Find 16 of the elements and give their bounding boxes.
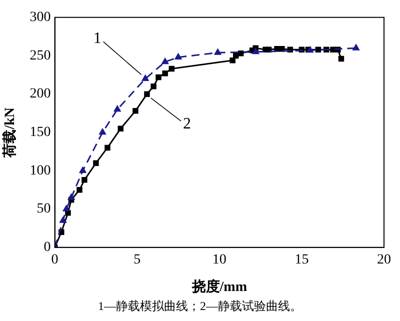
x-tick-label: 15: [294, 252, 309, 268]
x-tick-label: 10: [212, 252, 226, 268]
y-tick-label: 50: [36, 202, 51, 217]
x-tick-label: 20: [377, 252, 391, 268]
y-tick-label: 200: [30, 86, 51, 102]
x-tick-label: 5: [134, 252, 141, 268]
text: 1—静载模拟曲线；2—静载试验曲线。: [97, 298, 303, 315]
text: 2: [182, 115, 191, 132]
y-tick-label: 250: [30, 48, 51, 64]
y-tick-label: 300: [30, 10, 51, 26]
y-tick-label: 0: [44, 240, 51, 256]
text: 1: [93, 30, 102, 47]
y-tick-label: 150: [30, 125, 51, 140]
x-axis-title: 挠度/mm: [190, 278, 248, 296]
y-tick-label: 100: [30, 163, 51, 178]
y-axis-title: 荷载/kN: [2, 108, 18, 158]
